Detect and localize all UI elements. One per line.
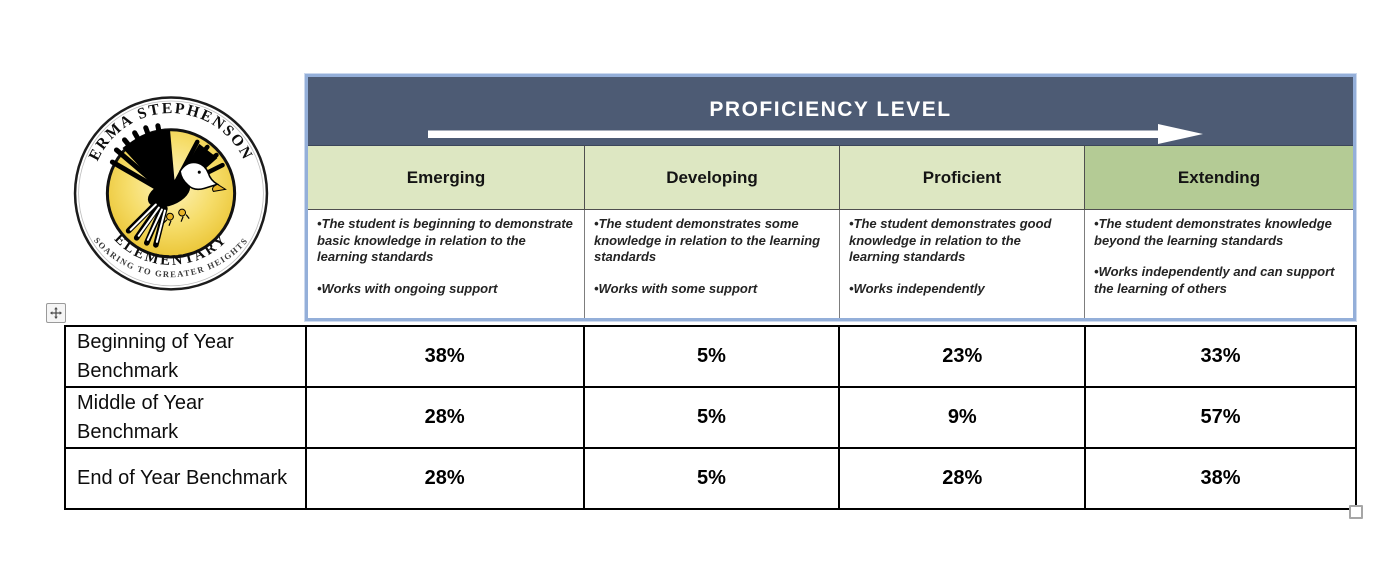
description-developing: •The student demonstrates some knowledge…: [585, 210, 840, 318]
level-label: Developing: [666, 167, 758, 187]
benchmark-cell[interactable]: 28%: [307, 449, 585, 508]
level-header-extending: Extending: [1085, 145, 1353, 210]
description-bullet: •The student demonstrates good knowledge…: [849, 216, 1052, 265]
description-bullet: •Works independently and can support the…: [1094, 264, 1335, 296]
description-bullet: •The student demonstrates knowledge beyo…: [1094, 216, 1332, 248]
description-bullet: •The student is beginning to demonstrate…: [317, 216, 573, 265]
description-proficient: •The student demonstrates good knowledge…: [840, 210, 1085, 318]
benchmark-row-label[interactable]: End of Year Benchmark: [66, 449, 307, 508]
benchmark-row-label[interactable]: Beginning of Year Benchmark: [66, 327, 307, 388]
proficiency-header-band: PROFICIENCY LEVEL: [308, 77, 1353, 145]
level-label: Emerging: [406, 167, 486, 187]
school-logo-image: ERMA STEPHENSON ELEMENTARY SOARING TO GR…: [73, 96, 269, 291]
description-emerging: •The student is beginning to demonstrate…: [308, 210, 585, 318]
benchmark-cell[interactable]: 33%: [1086, 327, 1355, 388]
proficiency-table-image: PROFICIENCY LEVEL Emerging Developing Pr…: [305, 74, 1356, 321]
description-bullet: •Works with some support: [594, 280, 758, 296]
move-arrows-icon: [50, 307, 62, 319]
benchmark-cell[interactable]: 5%: [584, 327, 841, 388]
benchmark-cell[interactable]: 9%: [840, 388, 1087, 449]
description-extending: •The student demonstrates knowledge beyo…: [1085, 210, 1353, 318]
level-header-developing: Developing: [585, 145, 840, 210]
benchmark-cell[interactable]: 5%: [585, 449, 841, 508]
level-label: Extending: [1177, 167, 1261, 187]
description-bullet: •The student demonstrates some knowledge…: [594, 216, 821, 265]
benchmark-table: Beginning of Year Benchmark 38% 5% 23% 3…: [64, 325, 1357, 510]
benchmark-cell[interactable]: 5%: [584, 388, 841, 449]
level-label: Proficient: [922, 167, 1002, 187]
benchmark-cell[interactable]: 38%: [306, 327, 585, 388]
description-bullet: •Works independently: [849, 280, 985, 296]
right-arrow-icon: [428, 124, 1203, 144]
table-resize-handle[interactable]: [1349, 505, 1363, 519]
description-bullet: •Works with ongoing support: [317, 280, 498, 296]
benchmark-cell[interactable]: 57%: [1086, 388, 1355, 449]
level-header-row: Emerging Developing Proficient Extending: [308, 145, 1353, 210]
benchmark-row-label[interactable]: Middle of Year Benchmark: [66, 388, 307, 449]
proficiency-title: PROFICIENCY LEVEL: [709, 98, 952, 121]
benchmark-cell[interactable]: 38%: [1200, 467, 1241, 489]
level-description-row: •The student is beginning to demonstrate…: [308, 210, 1353, 318]
eagle-icon: [109, 123, 227, 248]
benchmark-cell[interactable]: 23%: [840, 327, 1087, 388]
table-move-handle[interactable]: [46, 303, 66, 323]
benchmark-cell[interactable]: 28%: [840, 449, 1087, 508]
level-header-proficient: Proficient: [840, 145, 1085, 210]
school-logo: ERMA STEPHENSON ELEMENTARY SOARING TO GR…: [70, 95, 272, 310]
level-header-emerging: Emerging: [308, 145, 585, 210]
benchmark-cell[interactable]: 28%: [306, 388, 585, 449]
